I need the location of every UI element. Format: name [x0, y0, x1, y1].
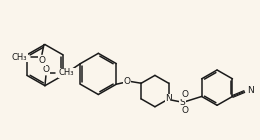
- Text: S: S: [180, 98, 185, 107]
- Text: O: O: [38, 56, 45, 65]
- Text: O: O: [182, 106, 189, 115]
- Text: N: N: [247, 86, 254, 95]
- Text: CH₃: CH₃: [12, 53, 27, 62]
- Text: O: O: [42, 65, 49, 74]
- Text: O: O: [124, 77, 131, 86]
- Text: N: N: [165, 94, 172, 103]
- Text: CH₃: CH₃: [59, 68, 74, 77]
- Text: O: O: [182, 89, 189, 99]
